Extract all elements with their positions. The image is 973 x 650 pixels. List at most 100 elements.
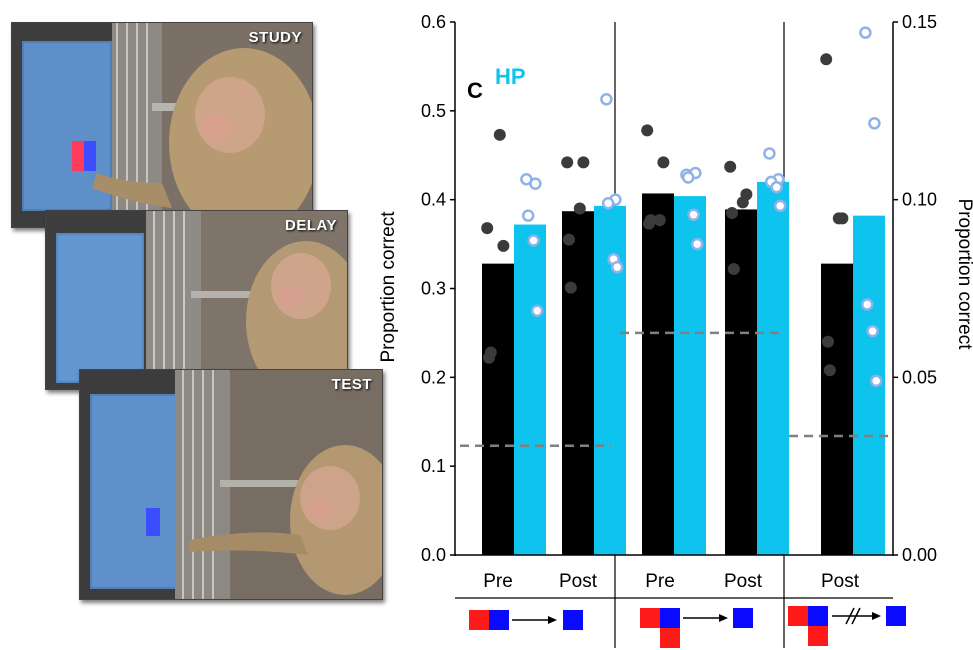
point-hp bbox=[869, 374, 883, 388]
break-mark bbox=[845, 607, 855, 625]
y-tick-label-right: 0.00 bbox=[902, 545, 937, 565]
point-hp bbox=[859, 26, 872, 39]
point-control bbox=[657, 156, 670, 169]
bar-hp bbox=[514, 224, 546, 556]
bar-control bbox=[821, 263, 853, 555]
arrow-head bbox=[719, 614, 728, 622]
schematic-test-square bbox=[886, 606, 906, 626]
y-tick-label-left: 0.2 bbox=[421, 367, 446, 387]
y-axis-label-left: Proportion correct bbox=[378, 211, 399, 363]
point-hp bbox=[868, 117, 881, 130]
point-hp bbox=[600, 93, 613, 106]
point-control bbox=[481, 222, 494, 235]
bars bbox=[482, 181, 885, 556]
point-control bbox=[727, 262, 740, 275]
point-hp bbox=[521, 209, 535, 222]
point-control bbox=[493, 128, 506, 141]
test-stimulus-blue bbox=[146, 508, 160, 536]
test-photo: TEST bbox=[79, 369, 383, 600]
bar-control bbox=[482, 263, 514, 555]
point-control bbox=[736, 196, 749, 209]
schematic-blue-square bbox=[660, 608, 680, 628]
point-hp bbox=[527, 234, 540, 247]
y-tick-label-right: 0.10 bbox=[902, 190, 937, 210]
point-control bbox=[484, 346, 497, 359]
task-schematics bbox=[469, 606, 906, 648]
bar-control bbox=[725, 209, 757, 555]
schematic-red-square bbox=[640, 608, 660, 628]
bar-control bbox=[562, 211, 594, 555]
schematic-blue-square bbox=[489, 610, 509, 630]
y-tick-label-left: 0.0 bbox=[421, 545, 446, 565]
point-hp bbox=[690, 237, 704, 251]
delay-photo: DELAY bbox=[45, 210, 348, 390]
category-label: Pre bbox=[645, 571, 675, 592]
schematic-red-square bbox=[469, 610, 489, 630]
point-control bbox=[726, 206, 738, 219]
photo-label-test: TEST bbox=[331, 376, 372, 393]
break-mark bbox=[851, 607, 861, 625]
point-hp bbox=[530, 304, 544, 317]
photo-label-study: STUDY bbox=[248, 29, 302, 46]
point-control bbox=[577, 156, 590, 169]
point-hp bbox=[860, 298, 874, 311]
point-control bbox=[563, 233, 575, 246]
monkey-study-image bbox=[12, 23, 312, 227]
bar-control bbox=[642, 193, 674, 555]
schematic-test-square bbox=[563, 610, 583, 630]
point-control bbox=[564, 281, 577, 294]
point-hp bbox=[681, 171, 695, 184]
arrow-head bbox=[548, 616, 557, 624]
y-tick-label-left: 0.4 bbox=[421, 190, 446, 210]
y-tick-label-right: 0.05 bbox=[902, 367, 937, 387]
y-tick-label-right: 0.15 bbox=[902, 12, 937, 32]
monkey-delay-image bbox=[46, 211, 347, 389]
point-hp bbox=[610, 260, 624, 274]
legend-hp: HP bbox=[495, 64, 526, 89]
category-label: Post bbox=[559, 571, 598, 592]
point-control bbox=[832, 212, 845, 225]
point-control bbox=[823, 364, 836, 377]
point-control bbox=[497, 239, 510, 252]
point-hp bbox=[601, 196, 615, 210]
point-control bbox=[644, 214, 657, 227]
panel-letter: C bbox=[467, 78, 483, 103]
y-tick-label-left: 0.6 bbox=[421, 12, 446, 32]
schematic-blue-square bbox=[808, 606, 828, 626]
y-tick-label-left: 0.5 bbox=[421, 101, 446, 121]
point-hp bbox=[866, 324, 879, 338]
y-tick-label-left: 0.3 bbox=[421, 279, 446, 299]
point-hp bbox=[763, 147, 776, 160]
axes: 0.0 0.1 0.2 0.3 0.4 0.5 0.6 0.00 0.05 0.10 0.15 Pre… bbox=[421, 12, 937, 599]
schematic-red-square bbox=[808, 626, 828, 646]
bar-hp bbox=[674, 196, 706, 555]
schematic-test-square bbox=[733, 608, 753, 628]
arrow-head bbox=[872, 612, 881, 620]
category-label: Post bbox=[724, 571, 763, 592]
point-control bbox=[641, 124, 654, 137]
point-control bbox=[724, 160, 737, 173]
y-axis-label-right: Proportion correct bbox=[954, 198, 973, 350]
schematic-red-square bbox=[660, 628, 680, 648]
category-label: Pre bbox=[483, 571, 513, 592]
photo-label-delay: DELAY bbox=[285, 217, 337, 234]
point-hp bbox=[770, 180, 783, 194]
y-tick-label-left: 0.1 bbox=[421, 456, 446, 476]
category-label: Post bbox=[821, 571, 860, 592]
study-photo: STUDY bbox=[11, 22, 313, 228]
study-stimulus-blue bbox=[84, 141, 96, 171]
point-control bbox=[573, 202, 586, 215]
bar-hp bbox=[757, 181, 789, 555]
study-stimulus-red bbox=[72, 141, 84, 171]
schematic-red-square bbox=[788, 606, 808, 626]
individual-points bbox=[481, 26, 883, 388]
monkey-test-image bbox=[80, 370, 382, 599]
point-control bbox=[820, 53, 833, 66]
point-control bbox=[822, 335, 834, 348]
task-photo-stack: STUDY DELAY bbox=[0, 0, 400, 650]
point-hp bbox=[529, 177, 542, 190]
point-control bbox=[561, 156, 574, 169]
chance-lines bbox=[460, 331, 889, 447]
point-hp bbox=[687, 208, 700, 222]
